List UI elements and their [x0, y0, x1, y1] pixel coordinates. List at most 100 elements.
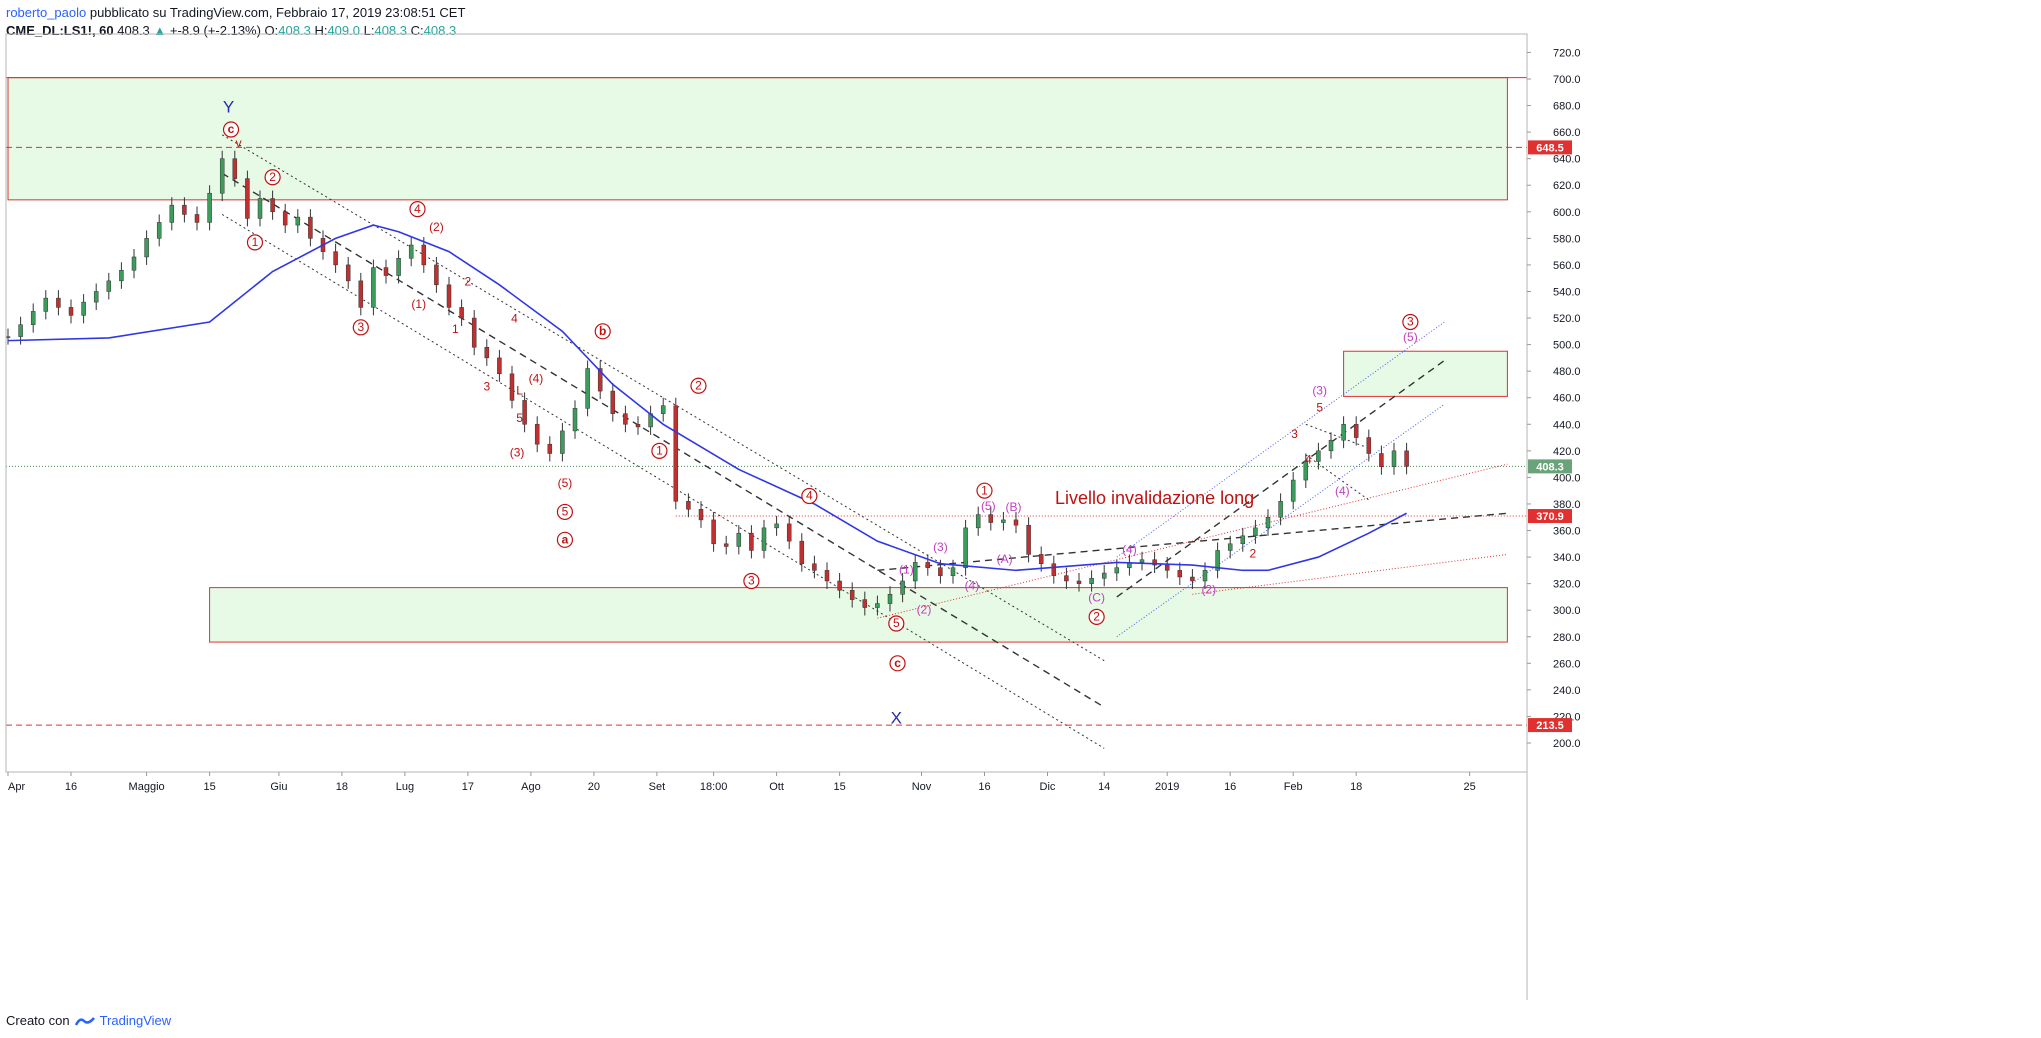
price-bar [219, 150, 225, 202]
wave-label: 3 [357, 320, 364, 334]
price-bar [610, 383, 616, 422]
bar-body [383, 267, 389, 276]
x-tick-label: Apr [8, 781, 25, 793]
price-bar [207, 185, 212, 231]
wave-label: 2 [269, 170, 276, 184]
bar-body [1202, 570, 1208, 582]
wave-label: 2 [465, 274, 472, 288]
price-bar [119, 262, 124, 289]
wave-circle [743, 572, 760, 590]
price-bar [484, 339, 490, 366]
y-tick-label: 200.0 [1553, 738, 1581, 750]
zone-rect [7, 77, 1508, 201]
wave-label: (4) [529, 371, 544, 385]
x-tick-label: 18 [336, 781, 348, 793]
price-marker [1528, 459, 1572, 474]
bar-body [5, 336, 11, 338]
price-bar [950, 559, 956, 584]
y-tick-label: 400.0 [1553, 472, 1581, 484]
wave-label: (A) [997, 552, 1013, 566]
trend-line [221, 214, 1105, 749]
bar-body [1064, 575, 1069, 582]
x-tick-label: 16 [1224, 781, 1236, 793]
price-bar [1001, 511, 1006, 531]
price-bar [673, 397, 679, 510]
bar-body [534, 424, 540, 445]
trend-line [1305, 423, 1369, 449]
price-axis[interactable]: 200.0220.0240.0260.0280.0300.0320.0340.0… [1527, 47, 1581, 750]
y-tick-label: 360.0 [1553, 526, 1581, 538]
wave-label: (5) [558, 476, 573, 490]
price-bar [837, 573, 842, 599]
tradingview-link[interactable]: TradingView [99, 1013, 172, 1028]
price-bar [648, 405, 653, 435]
price-marker-label: 370.9 [1536, 511, 1564, 523]
bar-body [572, 408, 578, 432]
bar-body [408, 244, 414, 259]
bar-body [1391, 450, 1397, 468]
bar-body [812, 563, 817, 571]
wave-circle [1088, 608, 1105, 625]
bar-body [358, 280, 364, 308]
bar-body [547, 443, 553, 454]
bar-body [988, 514, 994, 523]
bar-body [1240, 535, 1246, 545]
bar-body [1227, 543, 1233, 551]
price-bar [358, 272, 364, 316]
author-link[interactable]: roberto_paolo [6, 5, 87, 20]
bar-body [963, 527, 968, 568]
zone-rect [209, 587, 1508, 643]
bar-body [345, 264, 351, 282]
bar-body [169, 204, 175, 223]
price-bar [43, 290, 49, 320]
chart-frame [5, 33, 1528, 1000]
bar-body [862, 599, 868, 608]
price-bar [1404, 442, 1409, 475]
bar-body [81, 301, 86, 316]
wave-circle [246, 234, 264, 251]
price-bar [68, 299, 74, 324]
bar-body [245, 178, 250, 219]
time-axis[interactable]: Apr 16 Maggio 15 Giu 18 Lug 17 Ago 20 Set 18:00 Ott 1… [7, 772, 1476, 793]
wave-label: 5 [893, 616, 900, 630]
y-tick-label: 620.0 [1553, 180, 1581, 192]
y-tick-label: 560.0 [1553, 260, 1581, 272]
wave-degree-label: Y [223, 98, 234, 117]
bar-body [1404, 450, 1409, 467]
wave-label: (4) [965, 578, 980, 592]
x-tick-label: Nov [912, 781, 932, 793]
wave-circle [264, 169, 281, 186]
price-bar [509, 365, 515, 409]
price-bar [1353, 416, 1359, 446]
price-bar [799, 533, 805, 572]
bar-body [749, 532, 754, 551]
bar-body [232, 158, 238, 179]
bar-body [1152, 559, 1157, 566]
wave-label: 1 [656, 444, 663, 458]
bar-body [93, 291, 99, 303]
price-bar [723, 535, 729, 555]
bar-body [635, 424, 641, 428]
price-bar [371, 259, 376, 316]
y-tick-label: 300.0 [1553, 605, 1581, 617]
bar-body [698, 509, 704, 521]
wave-label: (2) [1201, 582, 1216, 596]
bar-body [950, 567, 956, 576]
trend-line [877, 512, 1508, 572]
bar-body [522, 400, 527, 425]
bar-body [1089, 578, 1094, 584]
wave-label: c [228, 122, 235, 136]
wave-label: 5 [516, 411, 523, 425]
price-bar [522, 392, 527, 433]
bar-body [1013, 519, 1019, 526]
bar-body [597, 368, 603, 392]
bar-body [912, 562, 918, 582]
wave-label: 1 [981, 483, 988, 497]
wave-label: a [562, 532, 569, 546]
price-bar [106, 272, 112, 300]
price-bar [182, 197, 187, 223]
wave-label: (2) [429, 220, 444, 234]
y-tick-label: 440.0 [1553, 419, 1581, 431]
bar-body [43, 297, 49, 312]
